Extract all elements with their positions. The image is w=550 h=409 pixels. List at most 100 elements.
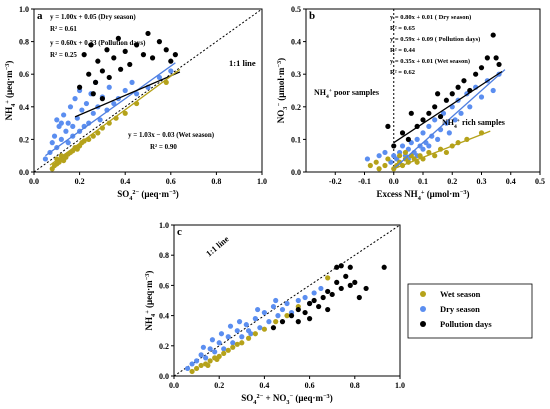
dry-point xyxy=(61,112,67,118)
dry-point xyxy=(255,306,261,313)
x-axis-label: SO42− + NO3− (μeq·m−3) xyxy=(241,393,332,406)
x-tick-label: 1.0 xyxy=(257,177,267,186)
dry-point xyxy=(218,331,225,337)
wet-point xyxy=(207,358,213,364)
pollution-point xyxy=(347,282,353,288)
dry-point xyxy=(490,87,496,94)
dry-point xyxy=(295,297,301,304)
one-to-one-line xyxy=(33,8,263,173)
dry-point xyxy=(168,68,174,74)
dry-point xyxy=(270,303,277,310)
x-tick-label: 0.6 xyxy=(166,177,176,186)
panel-c-chart: 0.0 0.2 0.4 0.6 0.8 1.0 0.0 0.2 0.4 0.6 0.8 1.0 c SO4… xyxy=(144,221,405,406)
y-tick-label: 1.0 xyxy=(159,221,169,230)
wet-point xyxy=(252,331,258,337)
pollution-point xyxy=(307,316,313,322)
dry-point xyxy=(198,352,204,358)
dry-point xyxy=(209,337,216,343)
pollution-point xyxy=(134,42,140,48)
dry-point xyxy=(63,128,69,134)
x-tick-label: 0.4 xyxy=(506,177,516,186)
wet-point xyxy=(385,156,391,162)
x-tick-label: 0.2 xyxy=(214,381,224,390)
panel-b-chart: -0.2 -0.1 0.0 0.1 0.2 0.3 0.4 0.5 0.0 0.1 0.2 0.3 0.… xyxy=(276,5,545,202)
dry-point xyxy=(106,84,112,90)
y-tick-label: 0.8 xyxy=(159,251,169,260)
dry-point xyxy=(266,319,272,325)
dry-point xyxy=(420,146,426,152)
dry-point xyxy=(156,74,162,81)
pollution-point xyxy=(270,325,277,331)
dry-point xyxy=(318,285,324,292)
pollution-point xyxy=(163,47,169,53)
pollution-point xyxy=(473,71,479,77)
x-axis-label: Excess NH4+ (μmol·m−3) xyxy=(376,189,469,202)
pollution-point xyxy=(140,52,147,58)
pollution-point xyxy=(420,117,426,123)
dry-point xyxy=(257,325,263,331)
r2-pollution: R² = 0.44 xyxy=(390,47,416,54)
r2-wet: R² = 0.62 xyxy=(390,69,415,76)
dry-point xyxy=(420,130,426,136)
x-tick-label: 0.0 xyxy=(389,177,399,186)
y-tick-label: 0.4 xyxy=(291,38,301,47)
y-axis-label: NO3− (μmol·m−3) xyxy=(276,58,289,123)
one-to-one-label: 1:1 line xyxy=(229,58,256,68)
x-tick-label: -0.1 xyxy=(358,177,371,186)
dry-point xyxy=(467,104,473,110)
pollution-point xyxy=(449,91,455,97)
dry-point xyxy=(203,355,209,361)
wet-point xyxy=(397,153,403,159)
dry-point xyxy=(261,309,267,316)
dry-point xyxy=(245,328,252,334)
pollution-point xyxy=(92,79,99,85)
x-tick-label: 0.6 xyxy=(305,381,315,390)
y-tick-label: 0.1 xyxy=(291,135,301,144)
dry-point xyxy=(426,123,432,129)
dry-point xyxy=(376,153,382,159)
dry-point xyxy=(216,340,222,346)
dry-point xyxy=(275,313,281,319)
y-tick-label: 0.0 xyxy=(159,372,169,381)
pollution-point xyxy=(338,263,344,269)
wet-point xyxy=(205,362,211,369)
x-tick-label: 0.4 xyxy=(259,381,269,390)
pollution-point xyxy=(329,291,335,298)
dry-point xyxy=(429,133,435,139)
wet-point xyxy=(214,356,220,362)
y-tick-label: 0.2 xyxy=(159,342,169,351)
legend-wet-label: Wet season xyxy=(440,289,481,299)
pollution-point xyxy=(316,303,322,310)
y-tick-label: 0.0 xyxy=(291,168,301,177)
dry-point xyxy=(311,290,317,296)
dry-point xyxy=(207,346,213,352)
dry-point xyxy=(65,140,71,146)
dry-point xyxy=(443,120,449,126)
pollution-point xyxy=(455,84,461,90)
r2-dry: R² = 0.61 xyxy=(50,25,77,33)
wet-point xyxy=(230,344,236,350)
pollution-point xyxy=(99,96,105,102)
dry-point xyxy=(243,322,249,328)
dry-point xyxy=(230,340,236,346)
pollution-point xyxy=(145,30,151,37)
pollution-point xyxy=(363,285,369,292)
y-tick-label: 0.6 xyxy=(19,70,29,79)
dry-point xyxy=(302,294,308,301)
dry-point xyxy=(458,110,464,116)
wet-point xyxy=(234,341,240,347)
pollution-point xyxy=(320,294,326,301)
one-to-one-label: 1:1 line xyxy=(204,234,231,259)
dry-point xyxy=(79,107,85,113)
dry-point xyxy=(478,94,485,100)
dry-point xyxy=(122,87,128,94)
dry-point xyxy=(414,136,420,142)
equation-wet: y = 0.35x + 0.01 (Wet season) xyxy=(390,58,470,65)
wet-point xyxy=(189,368,195,375)
nh4-poor-annotation: NH4+ poor samples xyxy=(314,88,379,100)
pollution-point xyxy=(496,61,502,68)
pollution-point xyxy=(311,297,317,304)
dry-point xyxy=(67,104,74,110)
equation-pollution: y = 0.59x + 0.09 ( Pollution days) xyxy=(390,36,480,43)
